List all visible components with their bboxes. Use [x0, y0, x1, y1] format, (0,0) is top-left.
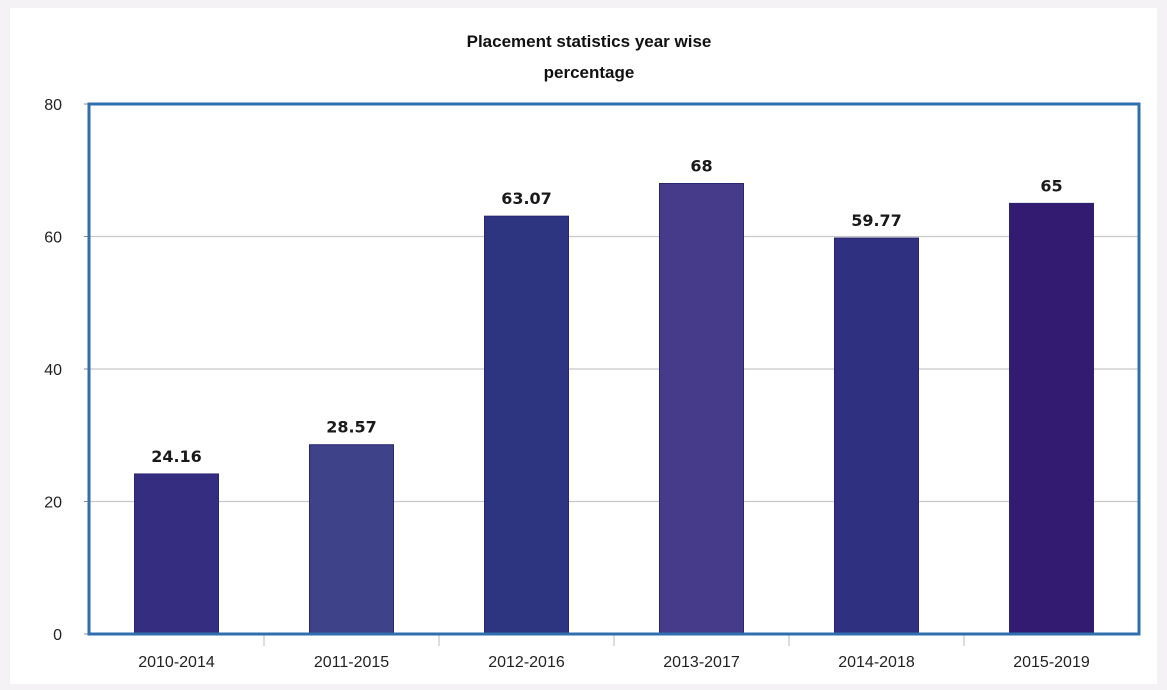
x-tick-label: 2011-2015 [314, 654, 389, 671]
y-tick-label: 0 [53, 627, 62, 644]
bar-2014-2018 [834, 237, 919, 635]
y-tick-label: 20 [44, 495, 62, 512]
x-tick-label: 2014-2018 [838, 654, 915, 671]
data-label-2013-2017: 68 [690, 157, 712, 176]
data-label-2015-2019: 65 [1040, 176, 1062, 195]
data-labels: 24.16 28.57 63.07 68 59.77 65 [151, 157, 1062, 466]
bar-2015-2019 [1009, 202, 1094, 635]
x-tick-label: 2013-2017 [663, 654, 740, 671]
y-tick-label: 80 [44, 97, 62, 114]
bars [134, 183, 1094, 635]
data-label-2014-2018: 59.77 [851, 211, 902, 230]
data-label-2012-2016: 63.07 [501, 189, 552, 208]
plot-frame [87, 102, 1141, 636]
bar-2012-2016 [484, 215, 569, 635]
data-label-2010-2014: 24.16 [151, 447, 202, 466]
y-tick-label: 40 [44, 362, 62, 379]
x-tick-label: 2010-2014 [138, 654, 215, 671]
bar-2010-2014 [134, 473, 219, 635]
bar-2011-2015 [309, 444, 394, 635]
x-tick-label: 2015-2019 [1013, 654, 1090, 671]
bar-2013-2017 [659, 183, 744, 635]
axes: 0 20 40 60 80 2010-2014 2011-2015 2012-2016 2013… [44, 97, 1090, 671]
data-label-2011-2015: 28.57 [326, 418, 377, 437]
y-tick-label: 60 [44, 230, 62, 247]
x-tick-label: 2012-2016 [488, 654, 565, 671]
chart-title: Placement statistics year wise [467, 32, 712, 51]
grid-lines [89, 235, 1139, 503]
chart-subtitle: percentage [544, 63, 635, 82]
